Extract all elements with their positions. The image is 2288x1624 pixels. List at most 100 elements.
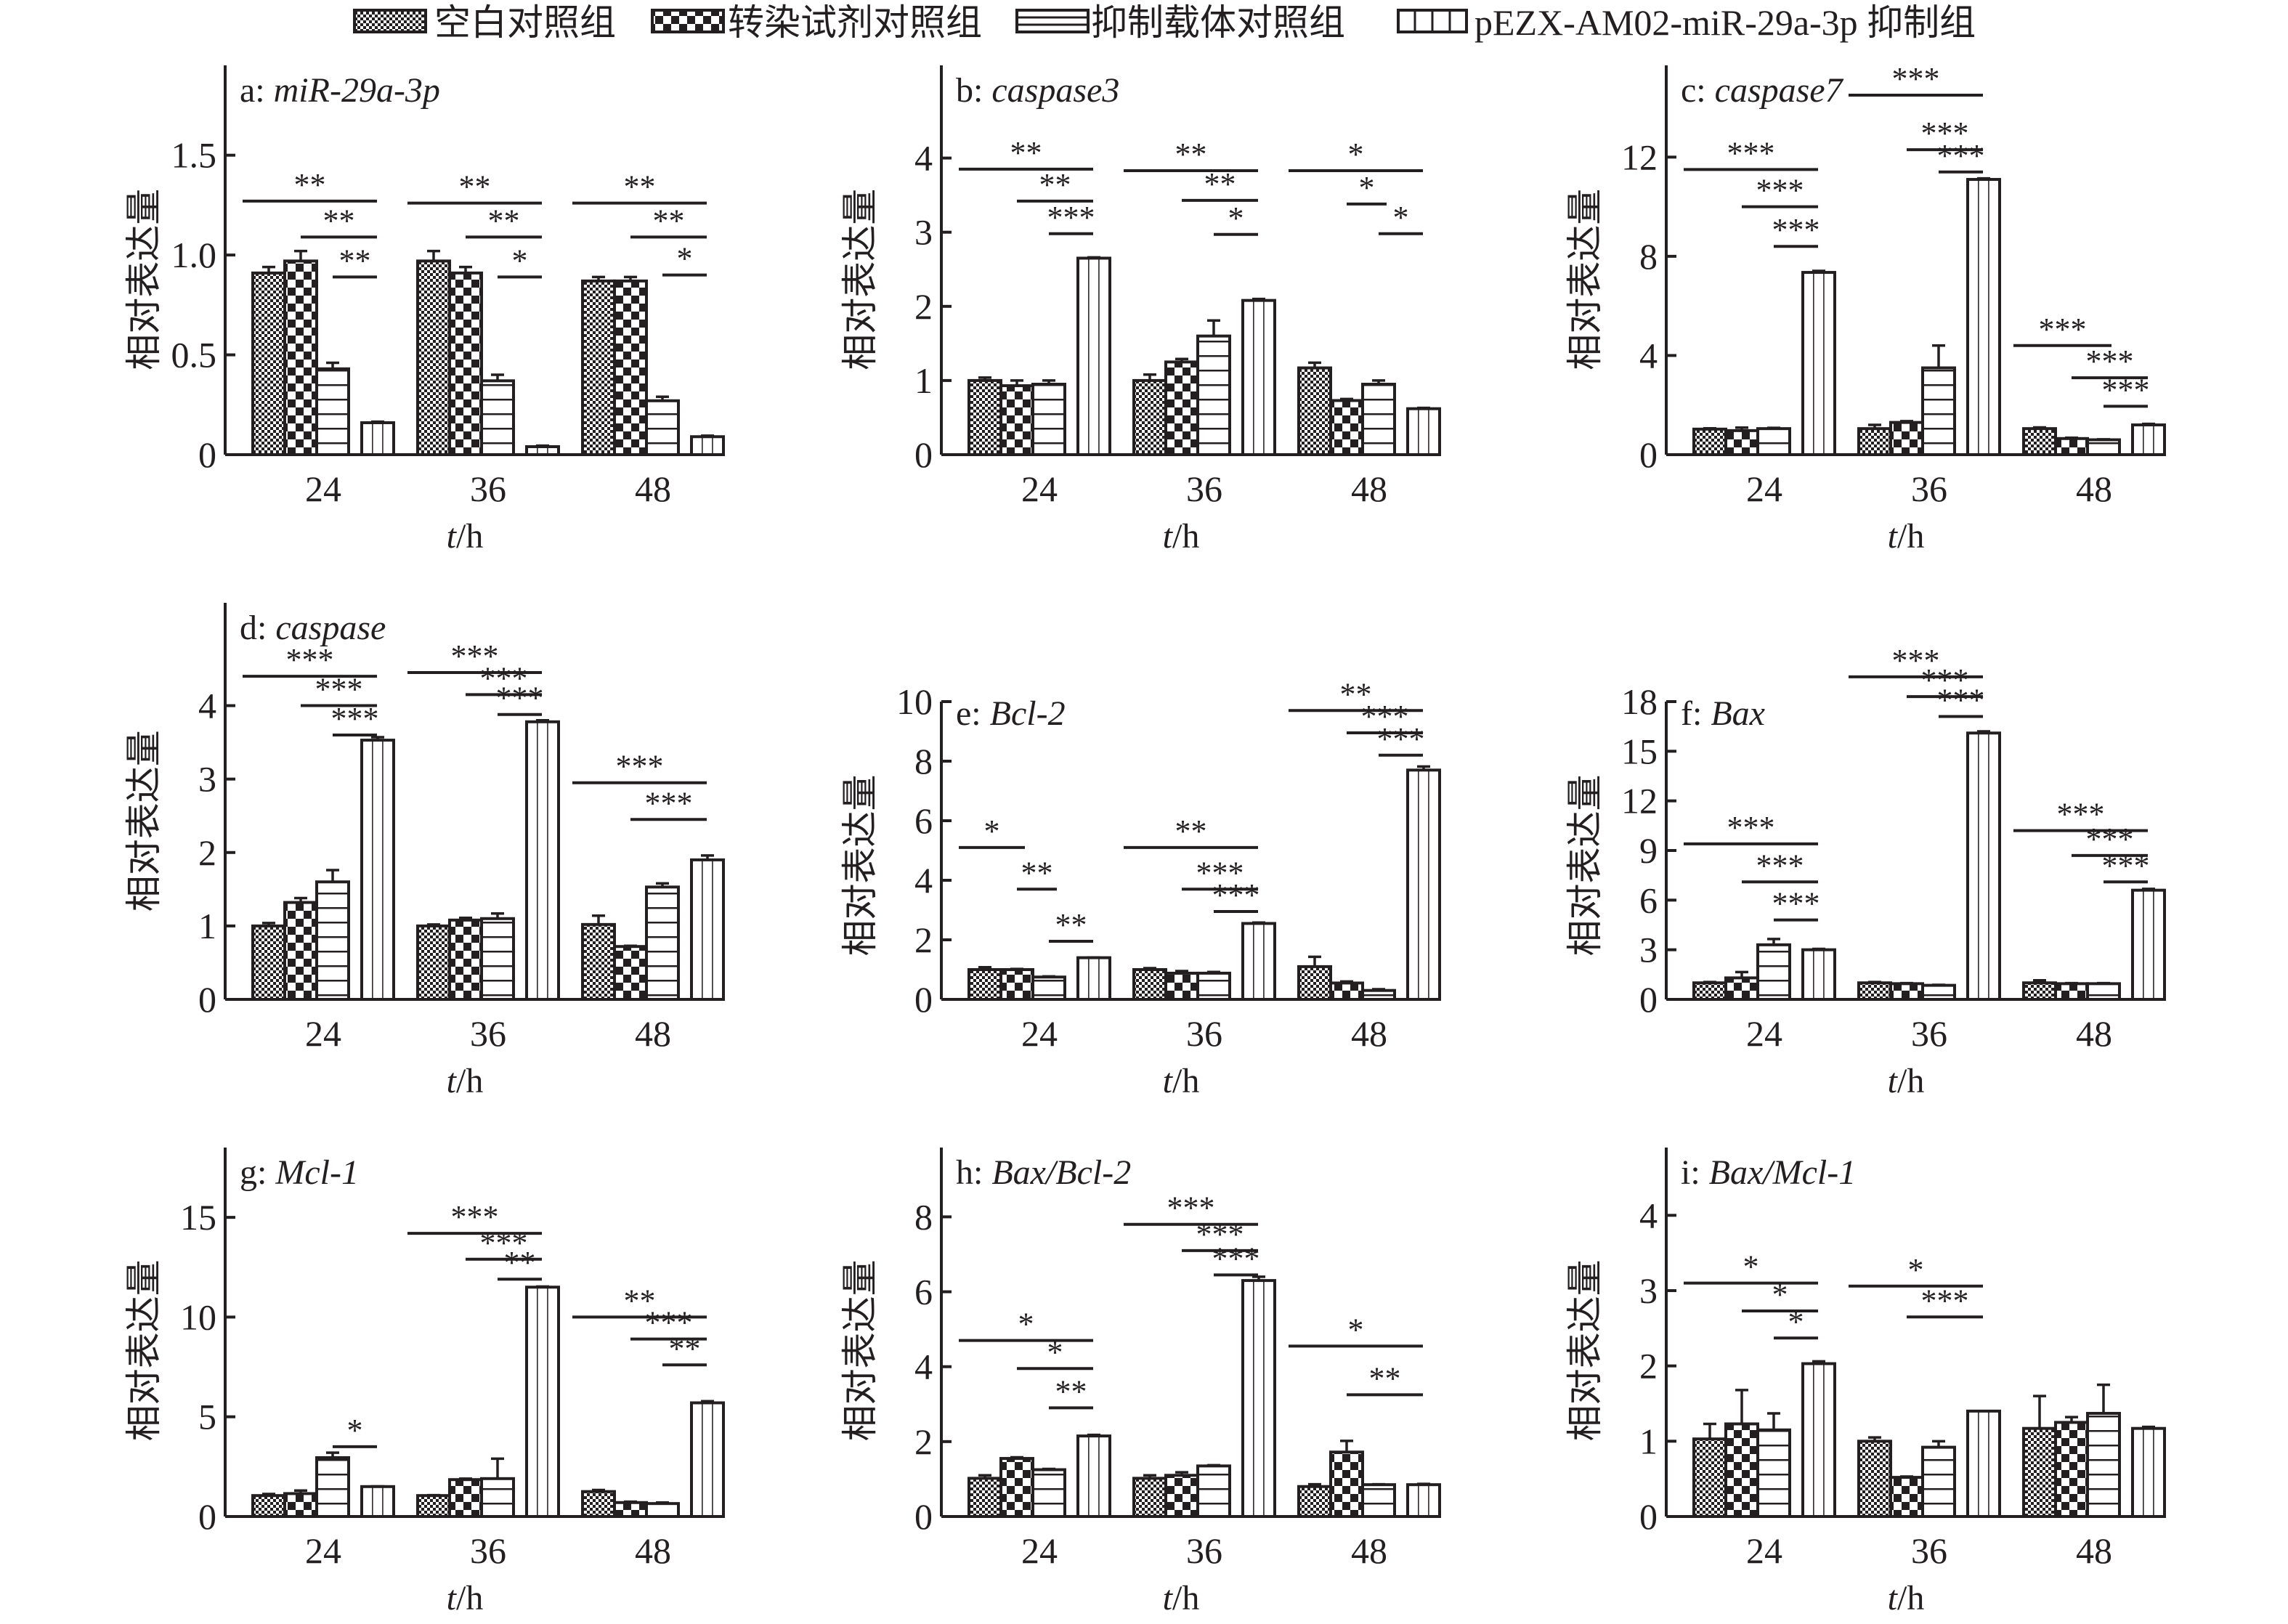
y-tick-label: 1 (914, 360, 933, 401)
bar-horizontal-stripes-36h (480, 1477, 515, 1518)
bar-fine-checker-24h (967, 968, 1002, 1001)
y-tick-label: 2 (914, 1421, 933, 1462)
x-tick-label: 48 (2076, 468, 2112, 509)
y-tick-label: 12 (1621, 137, 1658, 177)
significance-label: *** (451, 1199, 499, 1235)
significance-label: * (1047, 1334, 1063, 1370)
bar-vertical-stripes-36h (525, 1286, 560, 1518)
significance-label: *** (645, 1305, 693, 1341)
significance-label: *** (1921, 115, 1969, 151)
bar-coarse-checker-36h (1889, 421, 1924, 457)
bar-vertical-stripes-36h (1241, 299, 1276, 456)
y-tick-label: 0.5 (171, 335, 217, 375)
significance-label: *** (1377, 721, 1425, 757)
bar-coarse-checker-48h (613, 1501, 648, 1518)
significance-label: * (1743, 1249, 1759, 1285)
y-tick-label: 6 (914, 1272, 933, 1312)
bar-vertical-stripes-36h (525, 720, 560, 1001)
legend: 空白对照组 转染试剂对照组 抑制载体对照组 pEZX-AM02-miR-29a-… (353, 2, 1976, 43)
bar-horizontal-stripes-36h (1196, 334, 1231, 456)
bar-fine-checker-48h (1297, 1485, 1332, 1518)
y-axis-label: 相对表达量 (123, 189, 164, 370)
legend-label: 空白对照组 (434, 2, 616, 43)
bar-coarse-checker-36h (448, 1478, 483, 1518)
significance-label: * (1359, 170, 1375, 206)
bar-horizontal-stripes-24h (1031, 975, 1066, 1001)
bar-coarse-checker-36h (1164, 971, 1199, 1002)
bar-coarse-checker-36h (1889, 982, 1924, 1001)
x-tick-label: 24 (1746, 1530, 1782, 1571)
significance-label: *** (331, 701, 379, 736)
significance-label: * (984, 813, 1000, 849)
y-tick-label: 0 (198, 979, 216, 1020)
x-axis-label: t/h (447, 517, 484, 556)
bar-fine-checker-36h (1132, 968, 1167, 1001)
bar-coarse-checker-48h (1329, 981, 1364, 1001)
bar-coarse-checker-24h (1724, 1422, 1759, 1519)
significance-label: *** (480, 1225, 528, 1261)
bar-fine-checker-48h (2022, 981, 2057, 1001)
legend-swatch-fine-checker (353, 9, 427, 33)
bar-vertical-stripes-24h (1801, 271, 1836, 456)
bar-vertical-stripes-48h (1406, 768, 1441, 1002)
bar-vertical-stripes-24h (360, 739, 395, 1001)
bar-vertical-stripes-24h (360, 1485, 395, 1518)
bar-vertical-stripes-24h (1076, 256, 1111, 456)
significance-label: *** (1772, 212, 1820, 248)
legend-label: 转染试剂对照组 (728, 2, 982, 43)
significance-label: *** (315, 672, 363, 707)
x-axis-label: t/h (1163, 1062, 1200, 1100)
significance-label: * (1772, 1277, 1788, 1312)
significance-label: *** (1921, 1283, 1969, 1318)
significance-label: * (1788, 1304, 1804, 1339)
y-tick-label: 3 (198, 759, 216, 800)
significance-label: ** (653, 203, 685, 238)
significance-label: *** (2039, 312, 2087, 347)
y-tick-label: 3 (914, 212, 933, 253)
bar-horizontal-stripes-36h (1196, 971, 1231, 1002)
x-tick-label: 24 (305, 468, 341, 509)
bar-horizontal-stripes-24h (1031, 1468, 1066, 1518)
significance-label: ** (459, 169, 491, 205)
significance-label: *** (286, 642, 334, 678)
x-axis-label: t/h (447, 1062, 484, 1100)
bar-vertical-stripes-48h (1406, 407, 1441, 456)
y-axis-label: 相对表达量 (123, 1259, 164, 1441)
significance-label: ** (488, 203, 520, 238)
legend-item-blank-control: 空白对照组 (353, 2, 616, 43)
bar-coarse-checker-48h (1329, 399, 1364, 456)
significance-label: *** (1937, 138, 1985, 174)
significance-label: *** (645, 785, 693, 821)
significance-label: *** (1756, 173, 1804, 208)
bar-horizontal-stripes-24h (1031, 383, 1066, 456)
bar-coarse-checker-48h (613, 279, 648, 456)
bar-coarse-checker-24h (283, 259, 318, 456)
significance-label: *** (1921, 662, 1969, 698)
bar-horizontal-stripes-24h (1756, 943, 1791, 1002)
bar-horizontal-stripes-48h (1361, 383, 1396, 456)
bar-vertical-stripes-36h (1966, 1409, 2001, 1519)
significance-label: *** (1756, 848, 1804, 883)
significance-label: ** (1175, 137, 1207, 172)
y-tick-label: 10 (896, 681, 933, 722)
significance-label: *** (1212, 877, 1260, 913)
significance-label: *** (1727, 810, 1775, 845)
y-tick-label: 0 (1639, 434, 1658, 475)
significance-label: ** (1039, 167, 1071, 203)
y-tick-label: 8 (914, 1196, 933, 1237)
significance-label: ** (339, 243, 371, 278)
y-tick-label: 2 (914, 919, 933, 960)
bar-vertical-stripes-36h (1966, 731, 2001, 1001)
bar-vertical-stripes-24h (1801, 948, 1836, 1001)
bar-horizontal-stripes-48h (2086, 982, 2121, 1001)
bar-coarse-checker-48h (2054, 437, 2089, 456)
bar-vertical-stripes-36h (525, 445, 560, 456)
bar-fine-checker-24h (251, 924, 286, 1002)
bar-coarse-checker-36h (448, 271, 483, 456)
x-tick-label: 36 (470, 1013, 506, 1054)
x-tick-label: 36 (470, 468, 506, 509)
significance-label: *** (2086, 344, 2134, 379)
